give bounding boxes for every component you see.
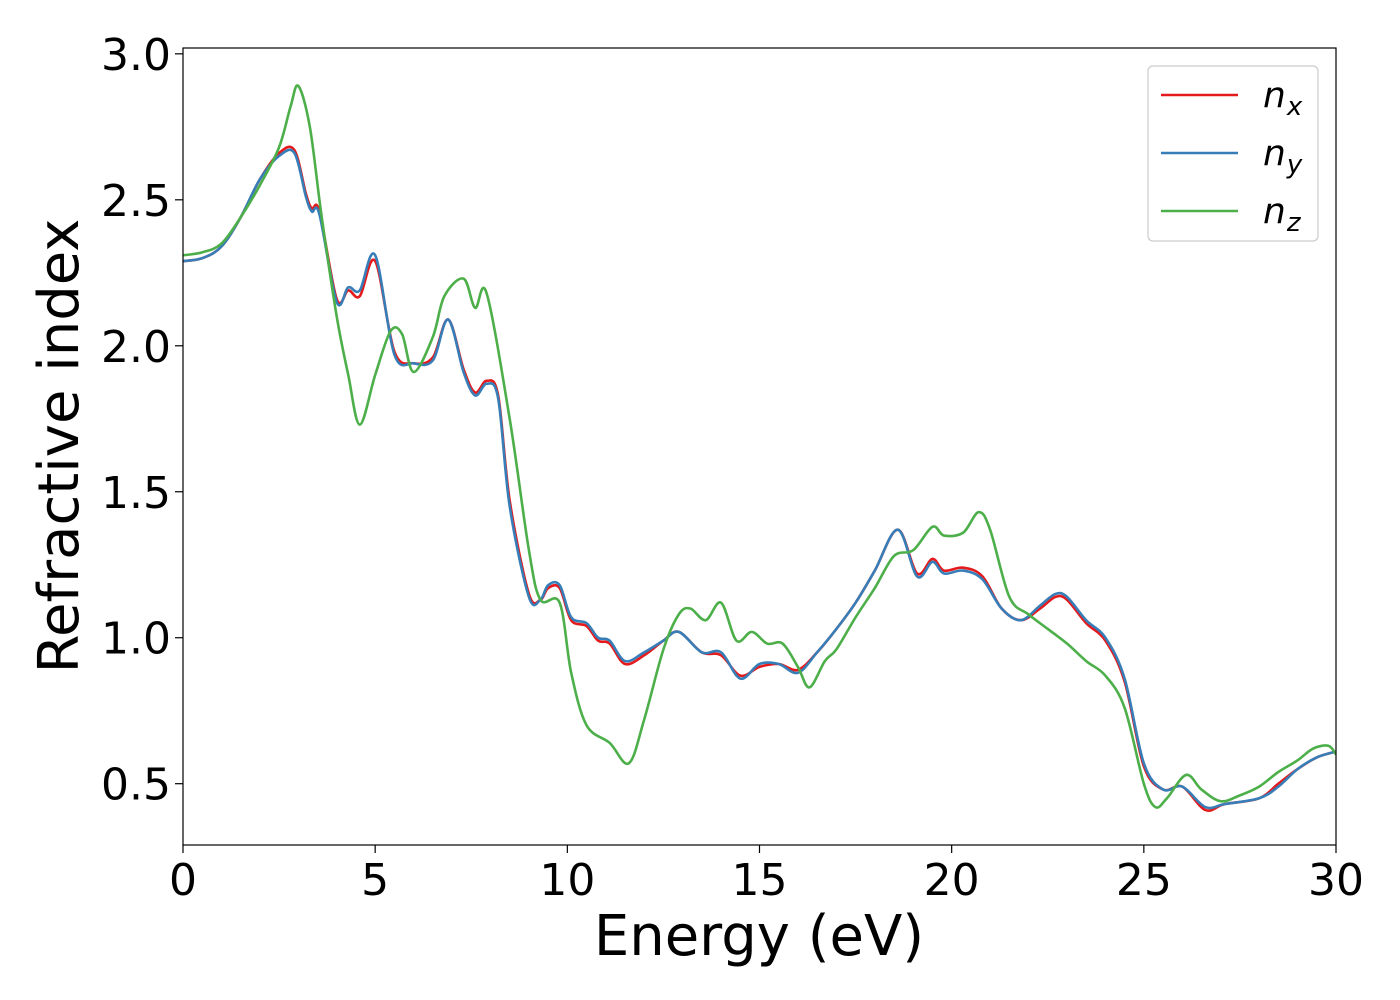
x-tick-label: 0 (169, 855, 197, 906)
y-tick-label: 0.5 (101, 760, 171, 811)
series-line-n-y (183, 148, 1336, 810)
x-tick-label: 10 (539, 855, 595, 906)
y-axis-ticks: 0.5 1.0 1.5 2.0 2.5 3.0 (101, 30, 183, 811)
x-tick-label: 25 (1116, 855, 1172, 906)
y-tick-label: 2.0 (101, 322, 171, 373)
x-tick-label: 15 (732, 855, 788, 906)
y-tick-label: 3.0 (101, 30, 171, 81)
x-axis-ticks: 0 5 10 15 20 25 30 (169, 845, 1364, 906)
y-tick-label: 1.0 (101, 614, 171, 665)
series-lines (183, 84, 1336, 812)
plot-area-background (183, 48, 1336, 845)
y-tick-label: 2.5 (101, 176, 171, 227)
x-tick-label: 5 (361, 855, 389, 906)
x-tick-label: 30 (1308, 855, 1364, 906)
series-line-n-z (183, 84, 1336, 809)
y-axis-label: Refractive index (27, 219, 92, 674)
x-tick-label: 20 (924, 855, 980, 906)
y-tick-label: 1.5 (101, 468, 171, 519)
x-axis-label: Energy (eV) (594, 904, 924, 969)
